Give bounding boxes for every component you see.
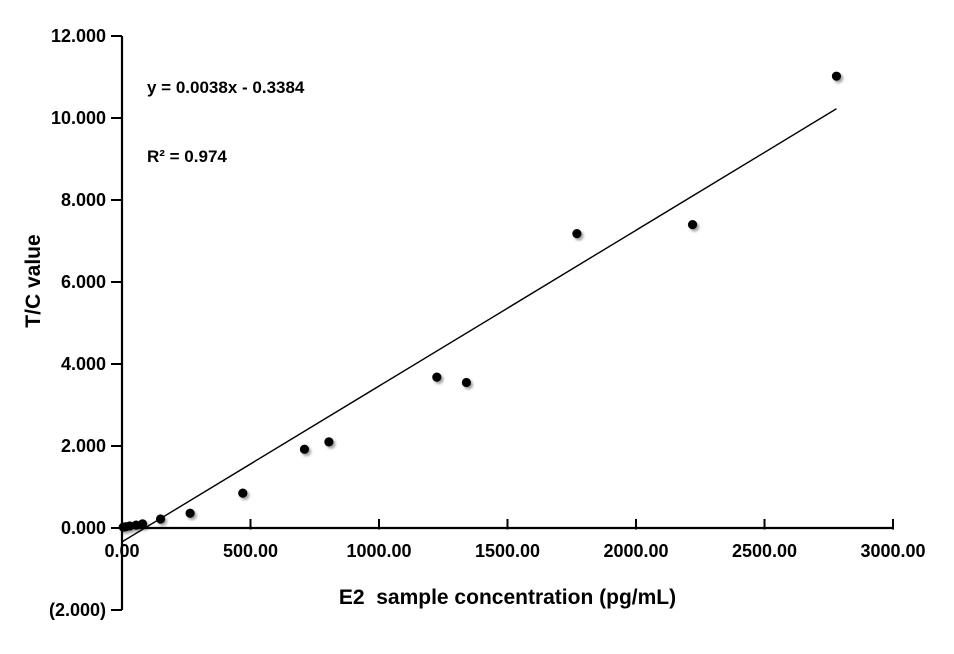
svg-text:1000.00: 1000.00	[346, 541, 411, 561]
svg-text:0.000: 0.000	[61, 518, 106, 538]
svg-text:2.000: 2.000	[61, 436, 106, 456]
svg-text:4.000: 4.000	[61, 354, 106, 374]
x-axis-title: E2 sample concentration (pg/mL)	[338, 586, 677, 609]
svg-text:8.000: 8.000	[61, 190, 106, 210]
svg-text:3000.00: 3000.00	[860, 541, 925, 561]
svg-text:2500.00: 2500.00	[732, 541, 797, 561]
trendline-annotation: y = 0.0038x - 0.3384 R² = 0.974	[147, 30, 304, 214]
r-squared-text: R² = 0.974	[147, 147, 227, 166]
y-axis-title: T/C value	[22, 234, 45, 328]
svg-text:12.000: 12.000	[51, 26, 106, 46]
svg-text:0.00: 0.00	[104, 541, 139, 561]
svg-text:1500.00: 1500.00	[475, 541, 540, 561]
svg-text:500.00: 500.00	[223, 541, 278, 561]
svg-text:2000.00: 2000.00	[603, 541, 668, 561]
equation-text: y = 0.0038x - 0.3384	[147, 78, 305, 97]
svg-text:10.000: 10.000	[51, 108, 106, 128]
svg-text:6.000: 6.000	[61, 272, 106, 292]
svg-text:(2.000): (2.000)	[49, 600, 106, 620]
